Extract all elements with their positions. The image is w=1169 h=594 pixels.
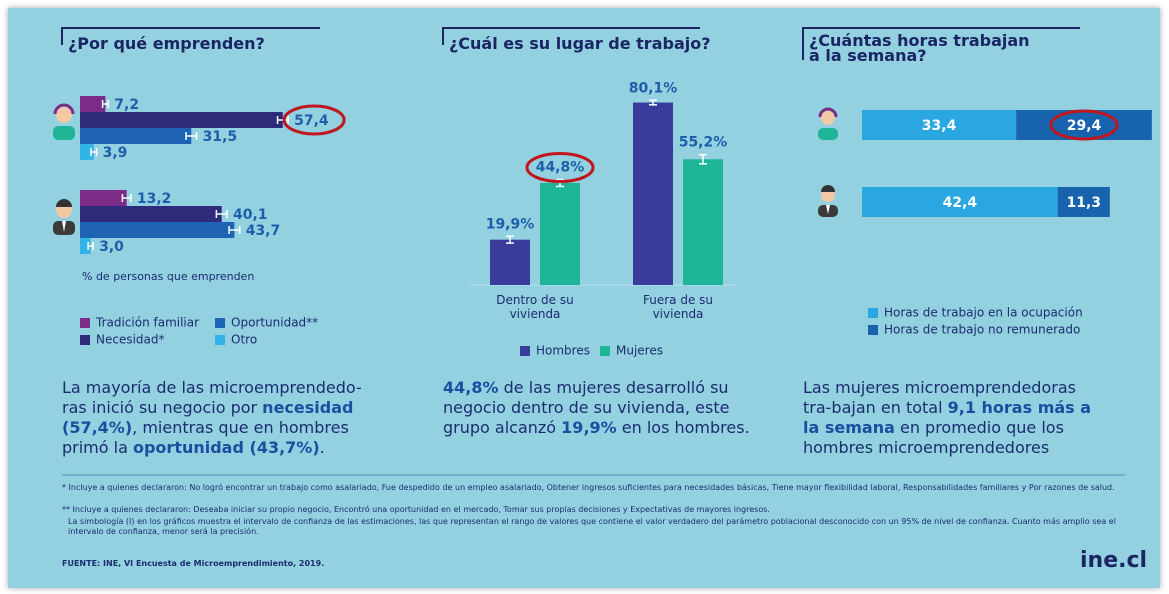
summary-text: necesidad (57,4%) (62, 398, 354, 437)
data-label: 43,7 (246, 223, 281, 239)
legend-label: Hombres (536, 344, 590, 358)
bar (540, 182, 580, 285)
legend-swatch (215, 335, 225, 345)
summary-text: en promedio que los hombres microemprend… (803, 418, 1064, 457)
summary-text: 9,1 horas más a la semana (803, 398, 1092, 437)
footnote: * Incluye a quienes declararon: No logró… (62, 483, 1115, 492)
bar-segment (1057, 187, 1110, 217)
legend-swatch (80, 318, 90, 328)
panel (8, 8, 1160, 588)
summary-text: 19,9% (561, 418, 617, 437)
bar (80, 190, 127, 206)
chart-title: ¿Cuántas horas trabajan a la semana? (809, 31, 1030, 65)
error-bar (228, 226, 241, 234)
x-tick-label: Fuera de su vivienda (642, 293, 713, 321)
legend-swatch (600, 346, 610, 356)
legend-label: Horas de trabajo en la ocupación (884, 306, 1083, 320)
bar (80, 112, 283, 128)
bar-segment (862, 187, 1058, 217)
error-bar (90, 148, 98, 156)
data-label: 55,2% (679, 135, 728, 151)
bar-segment (862, 110, 1017, 140)
legend-label: Mujeres (616, 344, 663, 358)
bar (80, 206, 222, 222)
man-icon (53, 199, 75, 235)
data-label: 44,8% (536, 160, 585, 176)
data-label: 3,0 (99, 239, 124, 255)
summary-text: Las mujeres microemprendedoras tra-bajan… (803, 378, 1076, 417)
legend-label: Otro (231, 333, 257, 347)
highlight-circle (282, 104, 346, 136)
chart-title: ¿Por qué emprenden? (68, 34, 265, 53)
man-icon (818, 185, 838, 217)
summary-text: 44,8% (443, 378, 499, 397)
summary-text: en los hombres. (616, 418, 750, 437)
summary-text: , mientras que en hombres primó la (62, 418, 349, 457)
legend-label: Tradición familiar (95, 316, 199, 330)
legend-swatch (520, 346, 530, 356)
legend-swatch (868, 308, 878, 318)
legend-label: Necesidad* (96, 333, 165, 347)
summary-text: oportunidad (43,7%) (132, 438, 320, 457)
axis-label: % de personas que emprenden (82, 270, 255, 283)
data-label: 42,4 (943, 195, 978, 211)
legend-swatch (80, 335, 90, 345)
bar (80, 96, 106, 112)
summary: La mayoría de las microemprendedo-ras in… (62, 378, 367, 458)
data-label: 57,4 (294, 113, 329, 129)
chart-title: ¿Cuál es su lugar de trabajo? (449, 34, 711, 53)
bar (80, 222, 235, 238)
title-frame (442, 27, 700, 45)
legend-swatch (215, 318, 225, 328)
data-label: 33,4 (922, 118, 957, 134)
bar (490, 239, 530, 285)
summary-text: . (319, 438, 325, 457)
error-bar (506, 235, 514, 244)
highlight-circle (1049, 109, 1119, 141)
error-bar (87, 242, 94, 250)
data-label: 7,2 (114, 97, 139, 113)
data-label: 19,9% (486, 216, 535, 232)
footnote: La simbología (I) en los gráficos muestr… (68, 517, 1116, 536)
title-frame (802, 27, 1080, 60)
legend-label: Horas de trabajo no remunerado (884, 323, 1080, 337)
source: FUENTE: INE, VI Encuesta de Microemprend… (62, 559, 325, 568)
bar-segment (1016, 110, 1152, 140)
summary-text: de las mujeres desarrolló su negocio den… (443, 378, 730, 437)
bar (80, 128, 192, 144)
error-bar (101, 100, 110, 108)
error-bar (215, 210, 228, 218)
legend-label: Oportunidad** (231, 316, 318, 330)
data-label: 11,3 (1066, 195, 1101, 211)
summary-text: La mayoría de las microemprendedo-ras in… (62, 378, 362, 417)
x-tick-label: Dentro de su vivienda (496, 293, 574, 321)
summary: Las mujeres microemprendedoras tra-bajan… (803, 378, 1108, 458)
error-bar (121, 194, 132, 202)
bar (80, 238, 91, 254)
title-frame (61, 27, 320, 45)
error-bar (699, 153, 707, 165)
summary: 44,8% de las mujeres desarrolló su negoc… (443, 378, 763, 438)
error-bar (185, 132, 198, 140)
legend-swatch (868, 325, 878, 335)
woman-icon (53, 103, 75, 140)
bar (683, 159, 723, 285)
data-label: 13,2 (137, 191, 172, 207)
highlight-circle (525, 152, 595, 184)
footnote: ** Incluye a quienes declararon: Deseaba… (62, 505, 770, 514)
woman-icon (818, 107, 838, 140)
bar (633, 102, 673, 285)
brand: ine.cl (1080, 548, 1148, 573)
data-label: 80,1% (629, 80, 678, 96)
data-label: 3,9 (103, 145, 128, 161)
data-label: 40,1 (233, 207, 268, 223)
data-label: 29,4 (1067, 118, 1102, 134)
error-bar (649, 99, 657, 106)
data-label: 31,5 (203, 129, 238, 145)
